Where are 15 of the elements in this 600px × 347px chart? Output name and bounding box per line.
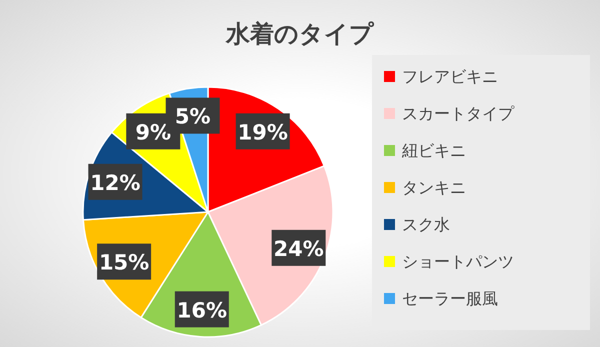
data-label: 12% [90, 170, 140, 195]
chart-title: 水着のタイプ [225, 20, 375, 48]
legend-label: スカートタイプ [402, 104, 515, 123]
data-label: 5% [174, 104, 211, 129]
data-label: 9% [135, 120, 172, 144]
legend-label: セーラー服風 [402, 289, 498, 308]
data-label: 24% [274, 236, 324, 261]
legend-label: フレアビキニ [402, 67, 498, 86]
legend-label: タンキニ [402, 178, 466, 197]
legend-label: スク水 [402, 215, 450, 234]
data-label: 19% [238, 120, 288, 144]
legend-label: ショートパンツ [402, 252, 514, 271]
data-label: 15% [98, 250, 150, 275]
data-label: 16% [176, 298, 228, 322]
legend-label: 紐ビキニ [401, 141, 466, 160]
